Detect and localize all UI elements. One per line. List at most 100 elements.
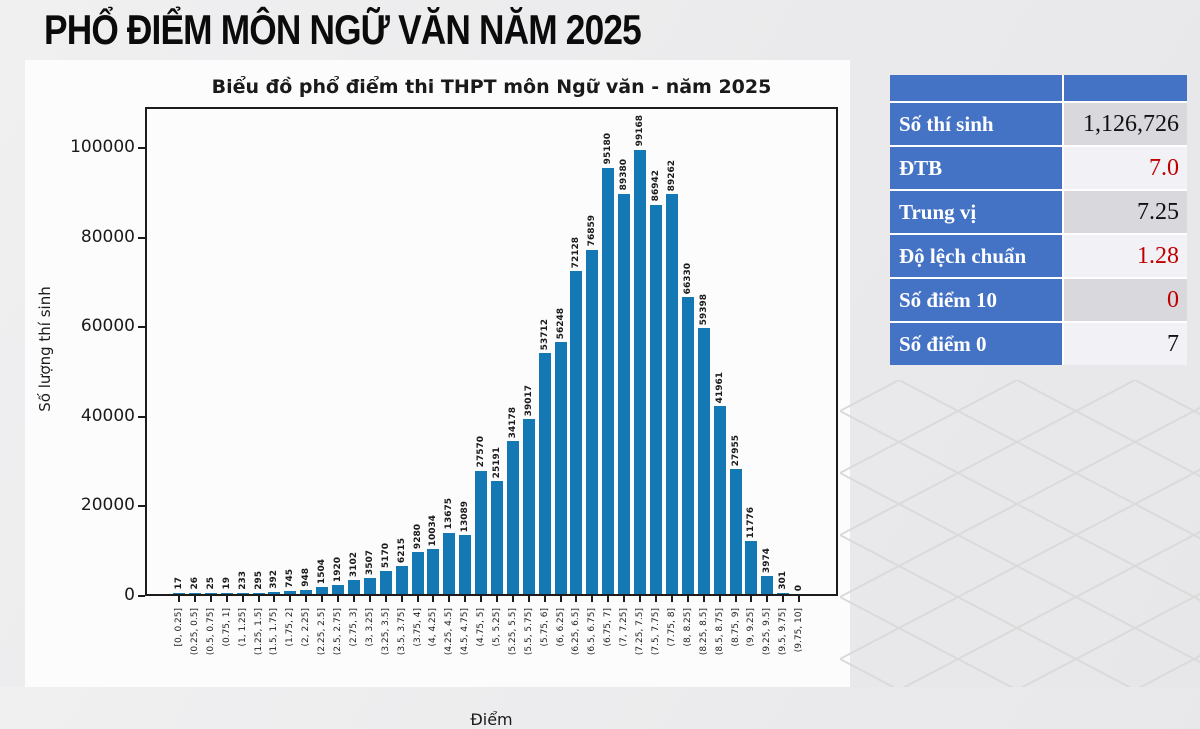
x-tick-mark <box>718 596 721 602</box>
bar-value-label: 1920 <box>333 557 343 583</box>
x-tick-mark <box>607 596 610 602</box>
x-tick-mark <box>527 596 530 602</box>
x-tick-label: (6, 6.25] <box>555 608 566 647</box>
bar-value-label: 66330 <box>682 262 693 294</box>
bar <box>570 270 583 594</box>
x-tick-mark <box>352 596 355 602</box>
y-tick-mark <box>138 415 145 418</box>
y-tick-label: 20000 <box>80 495 135 516</box>
stat-label: Số điểm 10 <box>890 279 1062 321</box>
stat-value: 0 <box>1064 279 1187 321</box>
y-tick-mark <box>138 326 145 329</box>
bar <box>522 419 535 594</box>
x-tick-label: (8.25, 8.5] <box>698 608 709 656</box>
x-tick-mark <box>416 596 419 602</box>
x-tick-mark <box>241 596 244 602</box>
x-tick-mark <box>480 596 483 602</box>
bar <box>777 592 790 594</box>
bar-value-label: 1504 <box>317 559 328 585</box>
bar-value-label: 0 <box>794 584 805 591</box>
plot-area: 17 [0, 0.25] 26 (0.25, 0.5] 25 (0.5, 0.75] 19 (… <box>145 107 838 655</box>
bar-value-label: 10034 <box>428 514 439 546</box>
bar <box>427 549 440 594</box>
bar <box>363 578 376 594</box>
bar-value-label: 5170 <box>380 542 391 568</box>
bar-value-label: 26 <box>189 577 200 590</box>
bar <box>713 406 726 594</box>
bar <box>172 593 185 594</box>
y-tick-label: 80000 <box>80 226 135 247</box>
x-tick-label: (8, 8.25] <box>682 608 693 647</box>
x-tick-mark <box>654 596 657 602</box>
x-tick-mark <box>448 596 451 602</box>
x-tick-label: (5.5, 5.75] <box>523 608 534 656</box>
bar-value-label: 76859 <box>587 215 598 247</box>
x-tick-label: (6.5, 6.75] <box>587 608 598 656</box>
bar <box>316 587 329 594</box>
bar-value-label: 11776 <box>746 506 757 539</box>
x-tick-mark <box>177 596 180 602</box>
x-tick-mark <box>432 596 435 602</box>
bar <box>268 592 281 594</box>
x-tick-mark <box>543 596 546 602</box>
bar-value-label: 72128 <box>571 236 582 268</box>
bar <box>220 593 233 594</box>
x-tick-mark <box>782 596 785 602</box>
x-tick-mark <box>368 596 371 602</box>
x-tick-label: (3, 3.25] <box>364 608 375 647</box>
label-header-cell <box>890 75 1062 101</box>
bar <box>649 204 662 594</box>
x-tick-label: (4, 4.25] <box>428 608 439 647</box>
x-tick-label: (5, 5.25] <box>491 608 502 647</box>
y-tick-mark <box>138 236 145 239</box>
x-tick-label: (3.25, 3.5] <box>380 608 391 656</box>
bar <box>252 592 265 594</box>
x-tick-label: (9.25, 9.5] <box>762 608 773 656</box>
bar <box>411 552 424 594</box>
x-tick-label: (4.25, 4.5] <box>444 608 455 656</box>
bar <box>459 535 472 594</box>
y-tick-label: 0 <box>124 585 135 605</box>
y-tick-label: 40000 <box>80 405 135 426</box>
x-tick-mark <box>591 596 594 602</box>
y-tick-mark <box>138 147 145 149</box>
bar-value-label: 19 <box>221 577 232 590</box>
x-tick-mark <box>750 596 753 602</box>
bar-value-label: 301 <box>778 570 789 590</box>
x-tick-mark <box>734 596 737 602</box>
x-tick-label: (9, 9.25] <box>746 608 757 647</box>
x-tick-label: (9.5, 9.75] <box>778 608 789 656</box>
x-tick-mark <box>686 596 689 602</box>
bar-value-label: 13675 <box>444 498 455 530</box>
bar <box>586 249 599 594</box>
bar <box>538 353 551 594</box>
bar-value-label: 25 <box>205 577 216 590</box>
bar <box>697 327 710 594</box>
x-tick-label: (3.75, 4] <box>412 608 423 647</box>
x-tick-mark <box>464 596 467 602</box>
bar <box>506 440 519 594</box>
x-tick-mark <box>209 596 212 602</box>
stat-label: Số thí sinh <box>890 103 1062 145</box>
bar <box>490 481 503 594</box>
x-tick-label: (7.5, 7.75] <box>650 608 661 656</box>
x-tick-label: (2.75, 3] <box>348 608 359 647</box>
stat-label: Độ lệch chuẩn <box>890 235 1062 277</box>
x-tick-mark <box>670 596 673 602</box>
bar <box>204 593 217 594</box>
bar <box>665 194 678 594</box>
x-tick-mark <box>702 596 705 602</box>
x-tick-mark <box>495 596 498 602</box>
x-tick-label: (8.75, 9] <box>730 608 741 647</box>
x-tick-label: [0, 0.25] <box>173 608 184 647</box>
x-tick-label: (2.5, 2.75] <box>333 608 343 656</box>
bar-value-label: 3507 <box>364 550 375 576</box>
bar-value-label: 39017 <box>523 384 534 417</box>
bar-value-label: 53712 <box>539 319 550 351</box>
bar <box>681 296 694 594</box>
bar-value-label: 948 <box>301 568 312 587</box>
x-tick-label: (7.25, 7.5] <box>635 608 646 656</box>
stat-value: 7.25 <box>1064 191 1187 233</box>
bar <box>554 342 567 594</box>
bar-value-label: 41961 <box>714 371 725 403</box>
